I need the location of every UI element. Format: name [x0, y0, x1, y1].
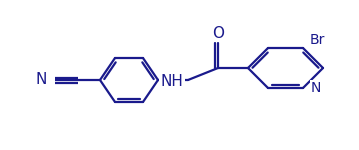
Text: N: N [311, 81, 321, 95]
Text: N: N [36, 72, 47, 87]
Text: Br: Br [310, 33, 325, 47]
Text: O: O [212, 26, 224, 40]
Text: NH: NH [160, 75, 183, 90]
